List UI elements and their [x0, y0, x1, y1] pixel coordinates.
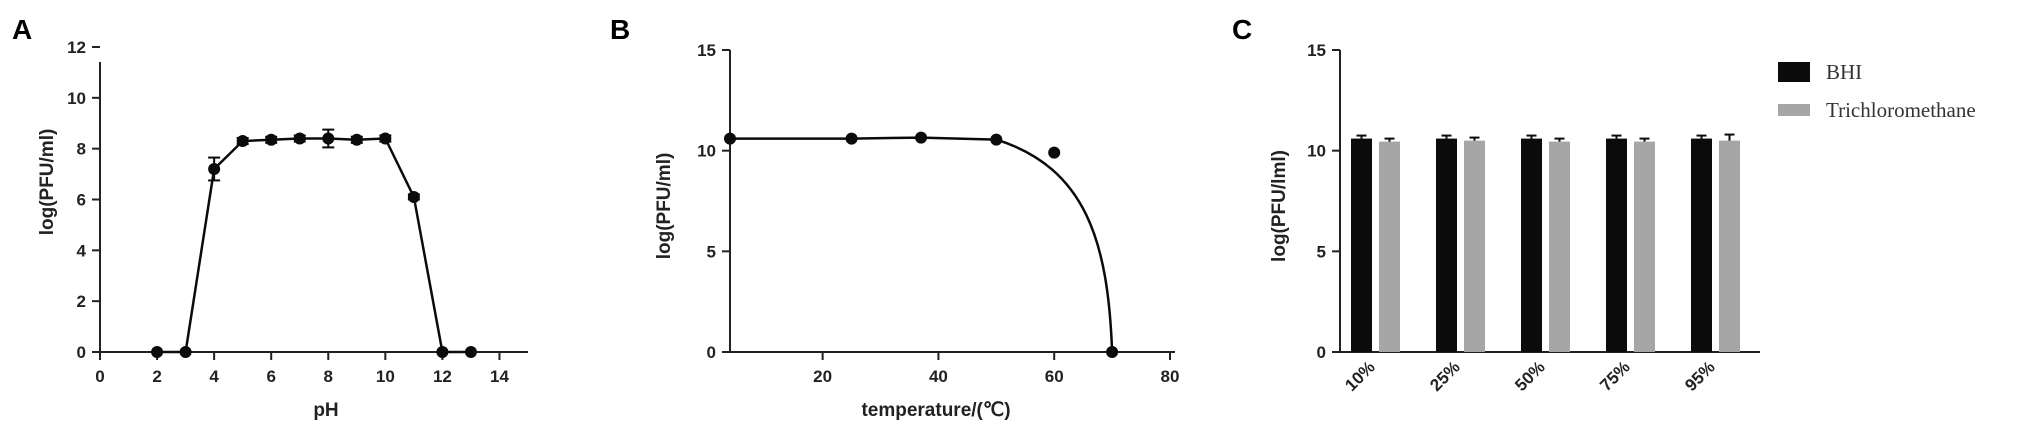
panel-b-point: [1048, 146, 1061, 159]
panel-c-xaxis: 10% 25% 50% 75% 95%: [1340, 351, 1760, 395]
panel-a-series-line: [157, 137, 471, 354]
legend-label-trichloromethane: Trichloromethane: [1826, 98, 1976, 122]
panel-a-ytick-label: 4: [77, 241, 87, 260]
panel-b-xlabel: temperature/(℃): [861, 400, 1010, 421]
panel-c-bar-trichloromethane: [1549, 141, 1570, 352]
panel-a-ylabel: log(PFU/ml): [37, 129, 58, 236]
legend-swatch-trichloromethane: [1778, 104, 1810, 116]
panel-a-ytick-label: 10: [67, 89, 86, 108]
panel-a-ytick-label: 2: [77, 292, 86, 311]
panel-c-bar-trichloromethane: [1719, 140, 1740, 352]
panel-b-points: [724, 131, 1119, 358]
panel-b-xtick-label: 40: [929, 367, 948, 386]
panel-a-point: [407, 190, 420, 203]
panel-b-ylabel: log(PFU/ml): [654, 153, 675, 260]
panel-a-point: [208, 163, 221, 175]
panel-c-bar-bhi: [1606, 138, 1627, 352]
panel-a-point: [350, 133, 363, 146]
panel-c-ytick-label: 5: [1317, 242, 1326, 261]
panel-c-category-label: 75%: [1596, 357, 1633, 394]
panel-a-xtick-label: 4: [209, 367, 219, 386]
panel-b-ytick-label: 0: [707, 343, 716, 362]
panel-a-point: [293, 132, 306, 145]
panel-c-bar-trichloromethane: [1464, 140, 1485, 352]
panel-c-ytick-label: 15: [1307, 41, 1326, 60]
panel-b-ytick-label: 5: [707, 242, 716, 261]
panel-a-yticks: 0 2 4 6 8 10 12: [67, 38, 100, 362]
panel-a-xtick-label: 0: [95, 367, 104, 386]
panel-b-ytick-label: 10: [697, 142, 716, 161]
panel-b-xtick-label: 80: [1161, 367, 1180, 386]
panel-c-category-label: 95%: [1681, 357, 1718, 394]
panel-c-bar-trichloromethane: [1634, 141, 1655, 352]
panel-b-point: [915, 131, 928, 144]
legend-swatch-bhi: [1778, 62, 1810, 82]
panel-c-legend: BHI Trichloromethane: [1778, 60, 1976, 122]
panel-c-ytick-label: 0: [1317, 343, 1326, 362]
panel-a-point: [322, 132, 335, 145]
panel-c-category-label: 10%: [1341, 357, 1378, 394]
panel-c-bar-trichloromethane: [1379, 141, 1400, 352]
panel-a-xtick-label: 12: [433, 367, 452, 386]
panel-b-yaxis: 0 5 10 15: [697, 41, 731, 362]
panel-c-xticks: 10% 25% 50% 75% 95%: [1341, 357, 1718, 394]
panel-b-point: [990, 133, 1003, 146]
panel-c-category-label: 25%: [1426, 357, 1463, 394]
panel-a-xticks: 0 2 4 6 8 10 12 14: [95, 352, 509, 386]
panel-b: B log(PFU/ml) temperature/(℃) 0 5 10 15: [610, 14, 1179, 421]
panel-b-yticks: 0 5 10 15: [697, 41, 730, 362]
panel-a-xtick-label: 14: [490, 367, 509, 386]
panel-a-point: [179, 346, 192, 358]
panel-b-xtick-label: 60: [1045, 367, 1064, 386]
panel-b-ytick-label: 15: [697, 41, 716, 60]
panel-a-point: [265, 133, 278, 146]
panel-a-point: [464, 346, 477, 358]
panel-a-xlabel: pH: [313, 400, 338, 421]
panel-b-xticks: 20 40 60 80: [813, 352, 1179, 386]
panel-c-ylabel: log(PFU/lml): [1269, 150, 1290, 262]
panel-c-yaxis: 0 5 10 15: [1307, 41, 1341, 362]
panel-a-xtick-label: 10: [376, 367, 395, 386]
panel-b-label: B: [610, 14, 630, 45]
panel-a: A log(PFU/ml) pH 0 2 4 6 8 10 12: [12, 14, 528, 421]
panel-a-point: [379, 132, 392, 145]
panel-b-xtick-label: 20: [813, 367, 832, 386]
panel-a-ytick-label: 0: [77, 343, 86, 362]
panel-a-ytick-label: 12: [67, 38, 86, 57]
panel-c-bar-bhi: [1521, 138, 1542, 352]
panel-a-xtick-label: 2: [152, 367, 161, 386]
panel-a-points: [151, 132, 477, 358]
panel-c-bar-bhi: [1436, 138, 1457, 352]
panel-c-ytick-label: 10: [1307, 142, 1326, 161]
panel-c-label: C: [1232, 14, 1252, 45]
panel-c-bar-bhi: [1351, 138, 1372, 352]
panel-a-point: [436, 346, 449, 358]
panel-c-yticks: 0 5 10 15: [1307, 41, 1340, 362]
panel-b-point: [845, 132, 858, 145]
panel-c: C log(PFU/lml) 0 5 10 15 10% 25% 50% 75%: [1232, 14, 1976, 395]
panel-a-point: [236, 135, 249, 148]
panel-a-label: A: [12, 14, 32, 45]
panel-a-xtick-label: 6: [266, 367, 275, 386]
panel-b-point: [724, 132, 736, 145]
panel-b-series-line: [730, 136, 1114, 353]
panel-a-ytick-label: 6: [77, 191, 86, 210]
legend-label-bhi: BHI: [1826, 60, 1862, 84]
panel-a-xtick-label: 8: [324, 367, 333, 386]
panel-b-xaxis: 20 40 60 80: [730, 351, 1179, 386]
panel-c-category-label: 50%: [1511, 357, 1548, 394]
panel-a-yaxis: 0 2 4 6 8 10 12: [67, 38, 101, 362]
panel-c-bars: [1351, 133, 1740, 352]
panel-a-point: [151, 346, 164, 358]
panel-b-point: [1106, 346, 1119, 358]
panel-c-bar-bhi: [1691, 138, 1712, 352]
panel-a-ytick-label: 8: [77, 140, 86, 159]
